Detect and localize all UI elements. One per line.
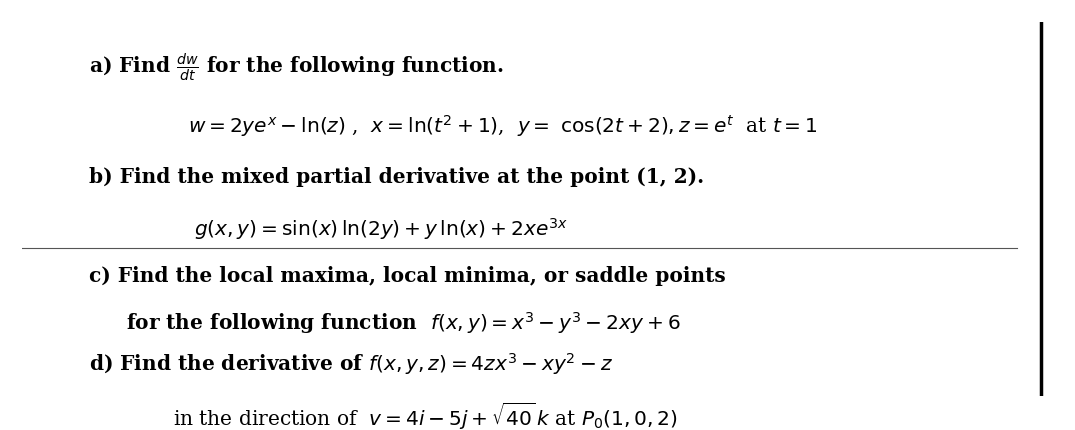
Text: $w = 2ye^{x} - \mathrm{ln}(z)$ ,  $x = \mathrm{ln}(t^{2}+1)$,  $y = \ \cos(2t+2): $w = 2ye^{x} - \mathrm{ln}(z)$ , $x = \m… <box>188 113 818 139</box>
Text: a) Find $\frac{dw}{dt}$ for the following function.: a) Find $\frac{dw}{dt}$ for the followin… <box>89 52 504 84</box>
Text: $g(x, y) = \sin(x)\,\mathrm{ln}(2y) + y\,\mathrm{ln}(x) + 2xe^{3x}$: $g(x, y) = \sin(x)\,\mathrm{ln}(2y) + y\… <box>194 216 568 242</box>
Text: d) Find the derivative of $f(x, y, z) = 4zx^{3} - xy^{2} - z$: d) Find the derivative of $f(x, y, z) = … <box>89 351 614 377</box>
Text: c) Find the local maxima, local minima, or saddle points: c) Find the local maxima, local minima, … <box>89 266 726 286</box>
Text: b) Find the mixed partial derivative at the point (1, 2).: b) Find the mixed partial derivative at … <box>89 167 704 187</box>
Text: in the direction of  $v = 4i - 5j + \sqrt{40}\, k$ at $P_{0}(1, 0, 2)$: in the direction of $v = 4i - 5j + \sqrt… <box>173 401 677 430</box>
Text: for the following function  $f(x, y) = x^{3} - y^{3} - 2xy + 6$: for the following function $f(x, y) = x^… <box>126 310 680 335</box>
